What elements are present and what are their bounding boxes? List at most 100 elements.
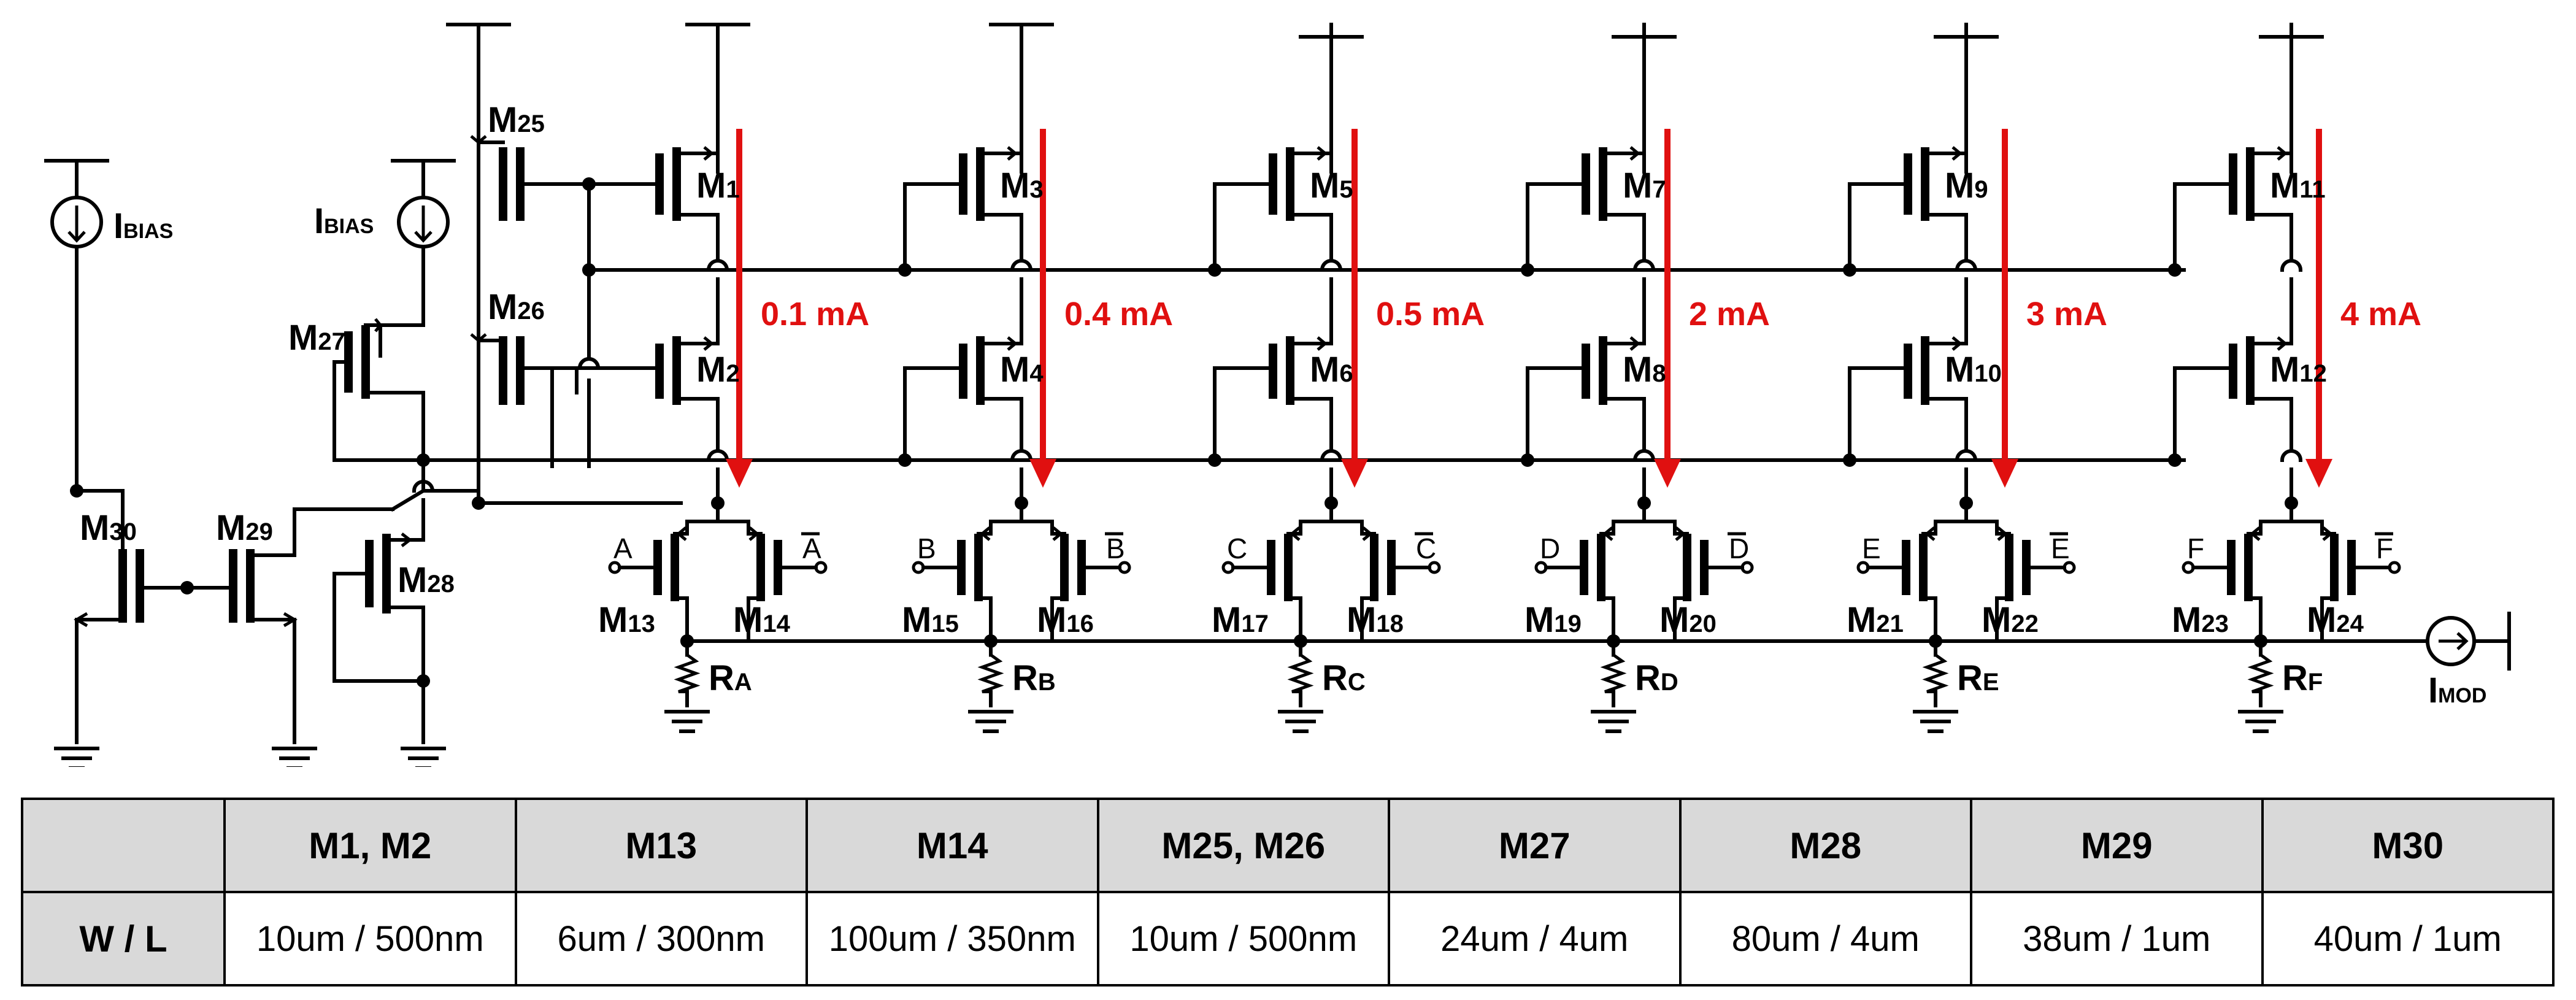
signal-complement-label: F	[2376, 533, 2393, 564]
table-header-row: M1, M2 M13 M14 M25, M26 M27 M28 M29 M30	[21, 798, 2555, 893]
m17-label: M17	[1212, 600, 1269, 640]
current-arrow-head	[1991, 459, 2018, 488]
current-value-label: 4 mA	[2340, 296, 2421, 333]
table-cell: 10um / 500nm	[1096, 891, 1390, 987]
transistor-size-table: M1, M2 M13 M14 M25, M26 M27 M28 M29 M30 …	[21, 798, 2555, 987]
m30-arrow-icon	[74, 612, 88, 628]
m23-label: M23	[2172, 600, 2229, 640]
signal-terminal-icon	[1856, 561, 1870, 574]
table-corner-cell	[21, 798, 226, 893]
current-source-arrow	[67, 231, 86, 243]
M23-arrow-icon	[2250, 526, 2261, 541]
m21-label: M21	[1847, 600, 1904, 640]
junction-dot	[984, 634, 998, 648]
m9-label: M9	[1945, 166, 1988, 206]
m11-label: M11	[2270, 166, 2326, 206]
m27-label: M27	[288, 318, 345, 358]
current-arrow-head	[1654, 459, 1681, 488]
m24-label: M24	[2307, 600, 2364, 640]
signal-label: A	[613, 533, 632, 564]
current-source-arrow	[414, 231, 433, 243]
M3-arrow-icon	[1007, 146, 1018, 161]
table-column-header: M29	[1970, 798, 2264, 893]
current-value-label: 2 mA	[1689, 296, 1770, 333]
M21-arrow-icon	[1924, 526, 1936, 541]
m5-label: M5	[1310, 166, 1353, 206]
signal-complement-label: D	[1729, 533, 1749, 564]
M22-arrow-icon	[1997, 526, 2008, 541]
signal-terminal-icon	[2063, 561, 2076, 574]
junction-dot	[1607, 634, 1620, 648]
table-cell: 38um / 1um	[1970, 891, 2264, 987]
m28-label: M28	[398, 560, 455, 600]
m4-label: M4	[1000, 350, 1044, 390]
resistor-icon	[977, 653, 1004, 693]
m16-label: M16	[1037, 600, 1094, 640]
m30-label: M30	[80, 508, 137, 548]
signal-label: B	[917, 533, 936, 564]
M6-arrow-icon	[1317, 336, 1328, 351]
junction-dot	[2254, 634, 2267, 648]
resistor-icon	[1600, 653, 1627, 693]
circuit-wiring	[44, 23, 2511, 767]
M10-arrow-icon	[1951, 336, 1963, 351]
current-arrow-head	[1029, 459, 1056, 488]
table-column-header: M27	[1388, 798, 1682, 893]
m12-label: M12	[2270, 350, 2327, 390]
junction-dot	[2168, 453, 2182, 467]
resistor-icon	[1287, 653, 1314, 693]
m19-label: M19	[1524, 600, 1582, 640]
junction-dot	[1929, 634, 1942, 648]
wire-crossing-hop	[1320, 449, 1343, 463]
m2-label: M2	[696, 350, 740, 390]
current-steering-driver-schematic: IBIAS M30 M29 IBIAS M27 M28 M25 M26 M1 M2 M13 M14 0.…	[44, 23, 2511, 767]
junction-dot	[680, 634, 694, 648]
signal-terminal-icon	[912, 561, 925, 574]
table-column-header: M14	[805, 798, 1099, 893]
m1-label: M1	[696, 166, 740, 206]
m6-label: M6	[1310, 350, 1353, 390]
signal-terminal-icon	[1118, 561, 1131, 574]
m10-label: M10	[1945, 350, 2002, 390]
m22-label: M22	[1982, 600, 2039, 640]
wire-crossing-hop	[412, 480, 435, 493]
m20-label: M20	[1659, 600, 1717, 640]
table-column-header: M1, M2	[223, 798, 517, 893]
M8-arrow-icon	[1629, 336, 1640, 351]
M13-arrow-icon	[676, 526, 687, 541]
M4-arrow-icon	[1007, 336, 1018, 351]
junction-dot	[1208, 263, 1221, 277]
M12-arrow-icon	[2277, 336, 2288, 351]
current-arrow-head	[726, 459, 753, 488]
junction-dot	[1294, 634, 1307, 648]
resistor-label: RB	[1012, 658, 1056, 698]
m18-label: M18	[1347, 600, 1404, 640]
junction-dot	[1208, 453, 1221, 467]
m26-label: M26	[488, 287, 545, 327]
current-value-label: 0.4 mA	[1064, 296, 1173, 333]
current-arrow-head	[2305, 459, 2332, 488]
current-arrow-head	[1341, 459, 1368, 488]
m25-label: M25	[488, 100, 545, 140]
table-cell: 80um / 4um	[1678, 891, 1972, 987]
signal-terminal-icon	[608, 561, 621, 574]
resistor-icon	[674, 653, 701, 693]
resistor-icon	[1922, 653, 1949, 693]
table-cell: 40um / 1um	[2261, 891, 2555, 987]
signal-complement-label: E	[2051, 533, 2070, 564]
wire-crossing-hop	[577, 357, 601, 371]
M1-arrow-icon	[703, 146, 714, 161]
M9-arrow-icon	[1951, 146, 1963, 161]
wire-crossing-hop	[1320, 259, 1343, 272]
resistor-label: RA	[709, 658, 752, 698]
M15-arrow-icon	[980, 526, 991, 541]
junction-dot	[1521, 453, 1534, 467]
table-column-header: M28	[1678, 798, 1972, 893]
signal-terminal-icon	[2182, 561, 2195, 574]
current-value-label: 0.5 mA	[1376, 296, 1485, 333]
wire-crossing-hop	[706, 259, 729, 272]
m3-label: M3	[1000, 166, 1044, 206]
signal-terminal-icon	[1428, 561, 1441, 574]
resistor-label: RC	[1322, 658, 1366, 698]
m29-arrow-icon	[283, 612, 298, 628]
